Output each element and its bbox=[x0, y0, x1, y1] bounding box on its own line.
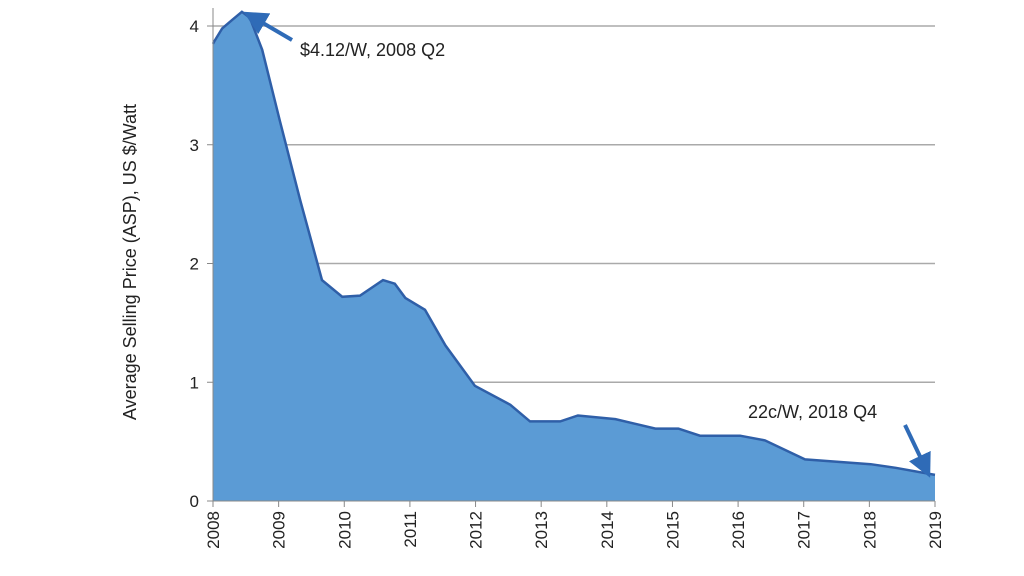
y-tick-label: 3 bbox=[190, 136, 199, 155]
annotation-latest: 22c/W, 2018 Q4 bbox=[748, 402, 877, 422]
x-tick-label: 2013 bbox=[532, 511, 551, 549]
x-tick-label: 2012 bbox=[467, 511, 486, 549]
x-tick-label: 2011 bbox=[401, 511, 420, 548]
annotation-arrow bbox=[903, 424, 931, 478]
annotation-peak: $4.12/W, 2008 Q2 bbox=[300, 40, 445, 60]
annotation-arrow bbox=[243, 11, 294, 42]
x-tick-label: 2016 bbox=[729, 511, 748, 549]
x-tick-label: 2010 bbox=[335, 511, 354, 549]
x-tick-label: 2019 bbox=[926, 511, 945, 549]
x-tick-label: 2008 bbox=[204, 511, 223, 549]
x-tick-label: 2017 bbox=[795, 511, 814, 549]
y-tick-label: 1 bbox=[190, 373, 199, 392]
y-axis-label: Average Selling Price (ASP), US $/Watt bbox=[120, 104, 140, 420]
asp-area bbox=[213, 11, 935, 502]
x-tick-label: 2015 bbox=[663, 511, 682, 549]
x-tick-label: 2014 bbox=[598, 511, 617, 549]
x-tick-label: 2009 bbox=[270, 511, 289, 549]
y-tick-label: 0 bbox=[190, 492, 199, 511]
y-tick-label: 2 bbox=[190, 255, 199, 274]
x-tick-label: 2018 bbox=[860, 511, 879, 549]
y-tick-label: 4 bbox=[190, 17, 199, 36]
